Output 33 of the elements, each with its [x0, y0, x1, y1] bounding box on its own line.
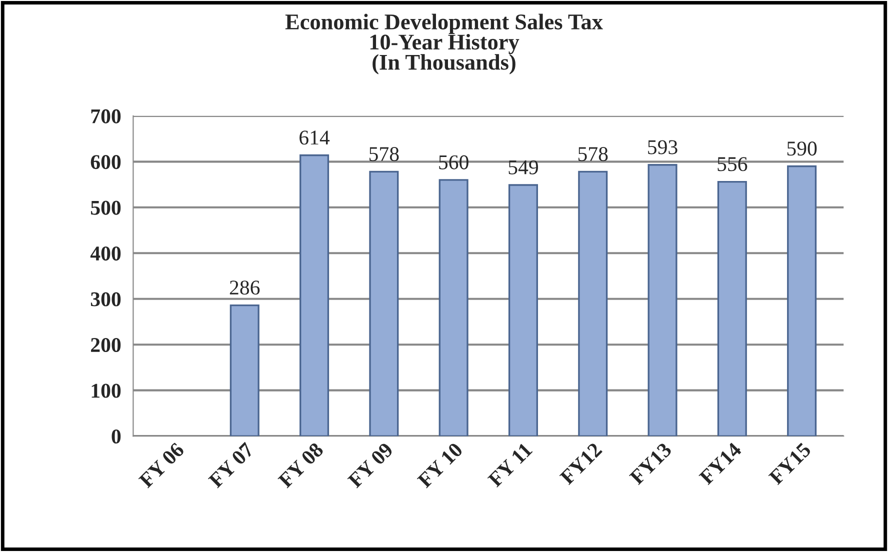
x-tick-label: FY 07 — [208, 442, 255, 489]
data-label: 560 — [439, 155, 468, 170]
bar — [438, 179, 468, 436]
y-tick-label: 0 — [112, 429, 121, 444]
bar — [578, 170, 608, 436]
bar — [508, 184, 538, 436]
x-tick-label: FY 11 — [487, 442, 533, 488]
x-tick-label: FY 10 — [416, 442, 464, 489]
bar — [717, 180, 747, 436]
data-label: 593 — [648, 140, 678, 154]
y-tick-label: 600 — [90, 155, 121, 170]
y-tick-label: 300 — [90, 292, 121, 306]
data-label: 556 — [718, 157, 748, 172]
data-label: 578 — [370, 147, 399, 162]
data-label: 590 — [787, 142, 817, 156]
y-tick-label: 400 — [90, 246, 121, 261]
x-tick-label: FY 09 — [347, 442, 394, 489]
chart-title: Economic Development Sales Tax 10-Year History (In Thousands) — [285, 14, 603, 74]
bar — [787, 165, 817, 436]
data-label: 614 — [300, 130, 330, 145]
data-label: 286 — [230, 280, 260, 295]
y-tick-label: 500 — [90, 200, 121, 215]
x-tick-label: FY 08 — [277, 442, 324, 489]
bar — [230, 304, 260, 436]
bar — [300, 154, 330, 436]
data-label: 549 — [508, 160, 538, 174]
y-tick-label: 200 — [91, 338, 121, 352]
bar — [369, 170, 399, 436]
y-tick-label: 700 — [91, 109, 121, 124]
y-tick-label: 100 — [92, 384, 121, 398]
x-tick-label: FY 06 — [138, 442, 185, 489]
data-label: 578 — [578, 147, 608, 162]
bar — [648, 164, 678, 436]
